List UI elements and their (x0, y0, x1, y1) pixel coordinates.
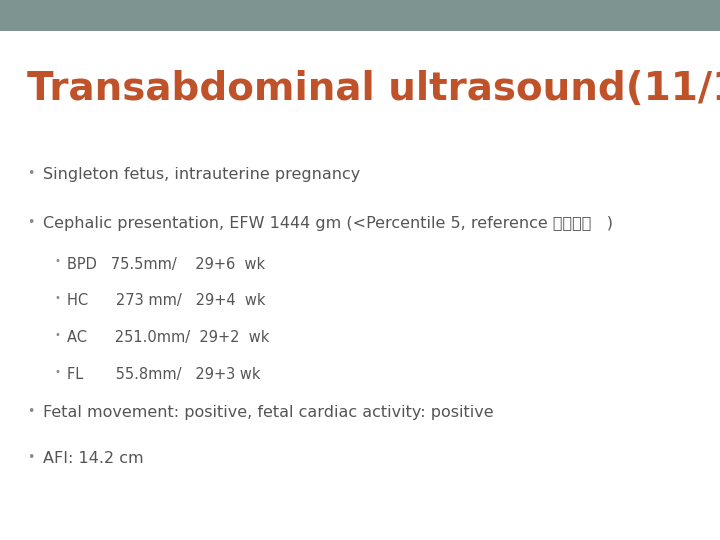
Text: •: • (27, 451, 35, 464)
Text: •: • (54, 256, 60, 267)
Text: •: • (54, 293, 60, 303)
Text: Transabdominal ultrasound(11/10/58): Transabdominal ultrasound(11/10/58) (27, 70, 720, 108)
Text: Fetal movement: positive, fetal cardiac activity: positive: Fetal movement: positive, fetal cardiac … (43, 405, 494, 420)
Text: AFI: 14.2 cm: AFI: 14.2 cm (43, 451, 144, 466)
Text: •: • (27, 167, 35, 180)
Text: BPD   75.5mm/    29+6  wk: BPD 75.5mm/ 29+6 wk (67, 256, 265, 272)
Text: FL       55.8mm/   29+3 wk: FL 55.8mm/ 29+3 wk (67, 367, 261, 382)
Text: HC      273 mm/   29+4  wk: HC 273 mm/ 29+4 wk (67, 293, 266, 308)
Text: Singleton fetus, intrauterine pregnancy: Singleton fetus, intrauterine pregnancy (43, 167, 361, 183)
Text: Cephalic presentation, EFW 1444 gm (<Percentile 5, reference จฟ้า   ): Cephalic presentation, EFW 1444 gm (<Per… (43, 216, 613, 231)
Text: •: • (27, 216, 35, 229)
Text: •: • (54, 330, 60, 340)
Text: AC      251.0mm/  29+2  wk: AC 251.0mm/ 29+2 wk (67, 330, 269, 345)
Text: •: • (27, 405, 35, 418)
Text: •: • (54, 367, 60, 377)
